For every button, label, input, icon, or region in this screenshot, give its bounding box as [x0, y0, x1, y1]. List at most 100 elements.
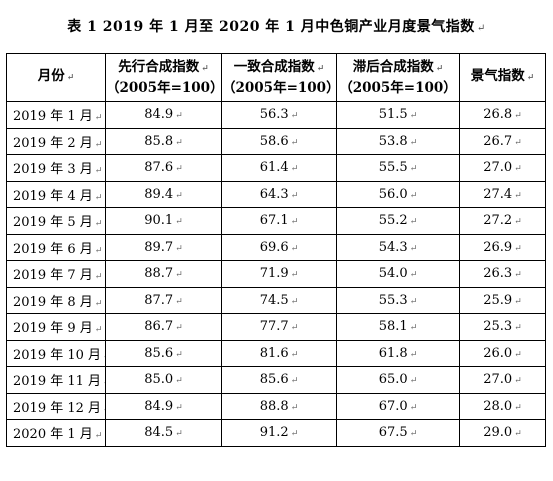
table-row: 2019 年 2 月 ↵ 85.8 ↵ 58.6 ↵ 53.8 ↵ 26.7 ↵	[6, 127, 546, 155]
paragraph-mark-icon: ↵	[409, 349, 418, 360]
cell-leading-index: 89.4 ↵	[105, 180, 222, 208]
cell-month: 2019 年 12 月↵	[6, 392, 106, 420]
cell-leading-index: 87.6 ↵	[105, 154, 222, 182]
paragraph-mark-icon: ↵	[94, 192, 103, 203]
paragraph-mark-icon: ↵	[290, 402, 299, 413]
paragraph-mark-icon: ↵	[409, 217, 418, 228]
paragraph-mark-icon: ↵	[409, 164, 418, 175]
table-row: 2019 年 11 月↵85.0↵85.6↵65.0↵27.0↵	[6, 366, 546, 394]
header-row: 月份 ↵ 先行合成指数 ↵ （2005年=100） 一致合成指数 ↵ （2005年=100…	[6, 53, 546, 102]
cell-coincident-index: 91.2 ↵	[221, 419, 337, 447]
paragraph-mark-icon: ↵	[409, 243, 418, 254]
paragraph-mark-icon: ↵	[175, 164, 183, 175]
paragraph-mark-icon: ↵	[290, 243, 299, 254]
cell-leading-index: 85.8 ↵	[105, 127, 222, 155]
paragraph-mark-icon: ↵	[514, 270, 522, 281]
table-row: 2019 年 4 月 ↵ 89.4 ↵ 64.3 ↵ 56.0 ↵ 27.4 ↵	[6, 180, 546, 208]
table-row: 2019 年 9 月 ↵ 86.7 ↵ 77.7 ↵ 58.1 ↵ 25.3 ↵	[6, 313, 546, 341]
paragraph-mark-icon: ↵	[103, 378, 104, 388]
cell-prosperity-index: 28.0 ↵	[459, 392, 546, 420]
paragraph-mark-icon: ↵	[94, 298, 103, 309]
cell-month: 2019 年 9 月 ↵	[6, 313, 106, 341]
paragraph-mark-icon: ↵	[514, 137, 522, 148]
paragraph-mark-icon: ↵	[290, 217, 299, 228]
paragraph-mark-icon: ↵	[94, 245, 103, 256]
cell-month: 2019 年 7 月 ↵	[6, 260, 106, 288]
paragraph-mark-icon: ↵	[409, 296, 418, 307]
paragraph-mark-icon: ↵	[175, 349, 183, 360]
paragraph-mark-icon: ↵	[175, 217, 183, 228]
cell-lagging-index: 58.1 ↵	[336, 313, 460, 341]
cell-prosperity-index: 26.0 ↵	[459, 339, 546, 367]
cell-prosperity-index: 26.8 ↵	[459, 101, 546, 129]
paragraph-mark-icon: ↵	[290, 296, 299, 307]
paragraph-mark-icon: ↵	[514, 323, 522, 334]
paragraph-mark-icon: ↵	[514, 376, 522, 387]
table-row: 2019 年 7 月 ↵ 88.7 ↵ 71.9 ↵ 54.0 ↵ 26.3 ↵	[6, 260, 546, 288]
paragraph-mark-icon: ↵	[201, 63, 209, 74]
cell-coincident-index: 85.6 ↵	[221, 366, 337, 394]
cell-prosperity-index: 27.4 ↵	[459, 180, 546, 208]
paragraph-mark-icon: ↵	[290, 323, 299, 334]
cell-coincident-index: 61.4 ↵	[221, 154, 337, 182]
cell-month: 2019 年 5 月 ↵	[6, 207, 106, 235]
cell-leading-index: 84.5 ↵	[105, 419, 222, 447]
cell-leading-index: 84.9 ↵	[105, 101, 222, 129]
paragraph-mark-icon: ↵	[526, 73, 535, 83]
paragraph-mark-icon: ↵	[175, 137, 183, 148]
paragraph-mark-icon: ↵	[435, 63, 444, 74]
paragraph-mark-icon: ↵	[94, 166, 103, 177]
cell-coincident-index: 69.6 ↵	[221, 233, 337, 261]
paragraph-mark-icon: ↵	[175, 323, 183, 334]
paragraph-mark-icon: ↵	[66, 73, 75, 83]
paragraph-mark-icon: ↵	[94, 219, 103, 230]
paragraph-mark-icon: ↵	[514, 402, 522, 413]
cell-month: 2019 年 10 月↵	[6, 339, 106, 367]
cell-lagging-index: 65.0 ↵	[336, 366, 460, 394]
cell-lagging-index: 55.3 ↵	[336, 286, 460, 314]
cell-lagging-index: 54.3 ↵	[336, 233, 460, 261]
header-lagging-index: 滞后合成指数 ↵ （2005年=100）	[336, 53, 460, 102]
paragraph-mark-icon: ↵	[103, 405, 104, 415]
table-row: 2019 年 10 月↵85.6↵81.6↵61.8↵26.0↵	[6, 339, 546, 367]
paragraph-mark-icon: ↵	[514, 429, 522, 440]
paragraph-mark-icon: ↵	[290, 429, 299, 440]
cell-coincident-index: 67.1 ↵	[221, 207, 337, 235]
cell-coincident-index: 81.6 ↵	[221, 339, 337, 367]
cell-coincident-index: 88.8 ↵	[221, 392, 337, 420]
cell-lagging-index: 54.0 ↵	[336, 260, 460, 288]
cell-lagging-index: 67.0 ↵	[336, 392, 460, 420]
table-row: 2019 年 6 月 ↵ 89.7 ↵ 69.6 ↵ 54.3 ↵ 26.9 ↵	[6, 233, 546, 261]
paragraph-mark-icon: ↵	[514, 349, 522, 360]
cell-lagging-index: 53.8 ↵	[336, 127, 460, 155]
paragraph-mark-icon: ↵	[290, 137, 299, 148]
paragraph-mark-icon: ↵	[175, 296, 183, 307]
cell-coincident-index: 64.3 ↵	[221, 180, 337, 208]
paragraph-mark-icon: ↵	[316, 63, 325, 74]
paragraph-mark-icon: ↵	[514, 217, 522, 228]
header-prosperity-index: 景气指数 ↵	[459, 53, 546, 102]
cell-prosperity-index: 26.9 ↵	[459, 233, 546, 261]
table-title: 表 1 2019 年 1 月至 2020 年 1 月中色铜产业月度景气指数 ↵	[0, 16, 553, 36]
paragraph-mark-icon: ↵	[409, 270, 418, 281]
paragraph-mark-icon: ↵	[290, 164, 299, 175]
cell-lagging-index: 51.5 ↵	[336, 101, 460, 129]
cell-month: 2020 年 1 月 ↵	[6, 419, 106, 447]
cell-leading-index: 89.7 ↵	[105, 233, 222, 261]
cell-leading-index: 88.7 ↵	[105, 260, 222, 288]
paragraph-mark-icon: ↵	[514, 164, 522, 175]
paragraph-mark-icon: ↵	[409, 111, 418, 122]
cell-coincident-index: 58.6 ↵	[221, 127, 337, 155]
cell-coincident-index: 56.3 ↵	[221, 101, 337, 129]
cell-prosperity-index: 29.0 ↵	[459, 419, 546, 447]
cell-coincident-index: 74.5 ↵	[221, 286, 337, 314]
paragraph-mark-icon: ↵	[514, 111, 522, 122]
paragraph-mark-icon: ↵	[409, 323, 418, 334]
cell-leading-index: 85.0 ↵	[105, 366, 222, 394]
paragraph-mark-icon: ↵	[290, 190, 299, 201]
cell-prosperity-index: 27.2 ↵	[459, 207, 546, 235]
cell-leading-index: 85.6 ↵	[105, 339, 222, 367]
header-month: 月份 ↵	[6, 53, 106, 102]
table-row: 2019 年 3 月 ↵ 87.6 ↵ 61.4 ↵ 55.5 ↵ 27.0 ↵	[6, 154, 546, 182]
cell-leading-index: 87.7 ↵	[105, 286, 222, 314]
